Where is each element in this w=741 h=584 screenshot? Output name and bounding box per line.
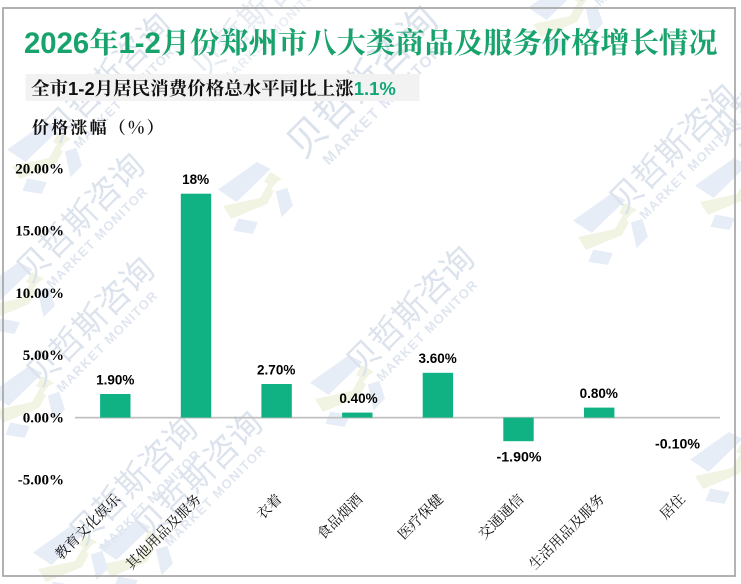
svg-text:3.60%: 3.60% xyxy=(418,351,456,366)
svg-text:-1.90%: -1.90% xyxy=(497,450,542,466)
svg-text:-5.00%: -5.00% xyxy=(18,473,64,489)
svg-text:2.70%: 2.70% xyxy=(257,362,295,377)
svg-text:0.00%: 0.00% xyxy=(23,410,64,426)
svg-text:0.80%: 0.80% xyxy=(580,386,618,401)
svg-text:15.00%: 15.00% xyxy=(15,224,64,240)
svg-text:5.00%: 5.00% xyxy=(23,348,64,364)
svg-text:1.1%: 1.1% xyxy=(354,78,396,99)
svg-text:10.00%: 10.00% xyxy=(15,286,64,302)
svg-text:2026: 2026 xyxy=(24,27,89,60)
svg-text:20.00%: 20.00% xyxy=(15,161,64,177)
svg-text:1.90%: 1.90% xyxy=(96,372,134,387)
svg-text:1-2: 1-2 xyxy=(119,27,161,60)
svg-text:1-2: 1-2 xyxy=(68,78,95,99)
svg-text:0.40%: 0.40% xyxy=(339,391,377,406)
svg-text:18%: 18% xyxy=(182,172,209,187)
svg-text:-0.10%: -0.10% xyxy=(655,437,700,453)
